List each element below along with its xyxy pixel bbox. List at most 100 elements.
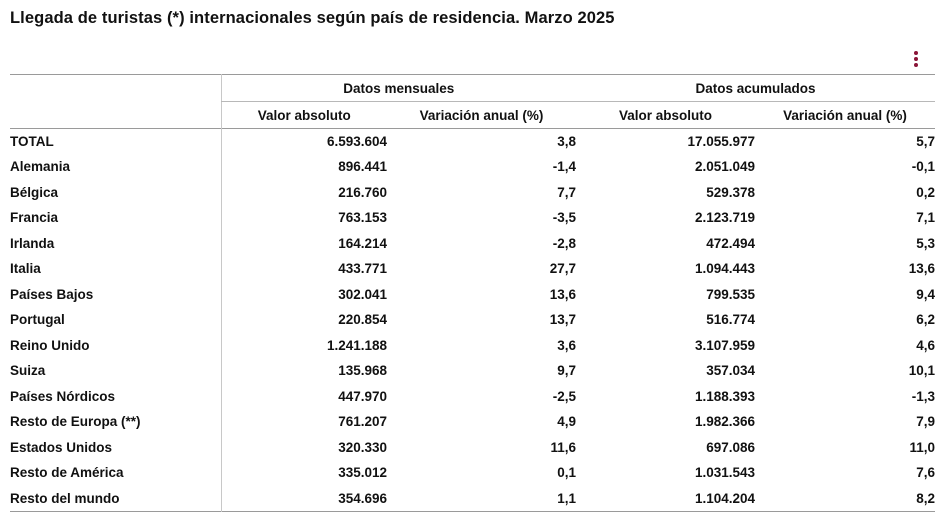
table-row: Reino Unido 1.241.188 3,6 3.107.959 4,6 (10, 332, 936, 358)
monthly-absolute-cell: 164.214 (220, 230, 387, 256)
country-cell: Países Bajos (10, 286, 94, 302)
country-cell: Resto de Europa (**) (10, 414, 141, 430)
country-cell: Reino Unido (10, 337, 90, 353)
cumulative-absolute-cell: 357.034 (706, 363, 756, 379)
cumulative-variation-cell: 7,6 (916, 465, 936, 481)
table-sub-header-row: Valor absoluto Variación anual (%) Valor… (10, 101, 936, 129)
monthly-variation-cell: -3,5 (552, 210, 577, 226)
cumulative-absolute-cell: 799.535 (706, 286, 756, 302)
cumulative-variation-cell: 10,1 (908, 363, 936, 379)
header-cumulative-variation: Variación anual (%) (783, 107, 907, 123)
header-monthly-variation: Variación anual (%) (419, 107, 544, 123)
monthly-variation-cell: 3,8 (557, 134, 577, 149)
cumulative-absolute-cell: 472.494 (706, 235, 756, 251)
tourist-arrivals-table: Datos mensuales Datos acumulados Valor a… (10, 74, 936, 512)
cumulative-variation-cell: 8,2 (916, 490, 936, 506)
country-cell: Alemania (10, 159, 71, 175)
cumulative-variation-cell: 5,3 (916, 235, 936, 251)
country-cell: Resto del mundo (10, 490, 120, 506)
header-cumulative-absolute: Valor absoluto (619, 107, 713, 123)
monthly-variation-cell: -1,4 (552, 159, 577, 175)
table-row: Alemania 896.441 -1,4 2.051.049 -0,1 (10, 154, 935, 180)
monthly-variation-cell: 3,6 (557, 337, 577, 353)
monthly-absolute-cell: 1.241.188 (220, 332, 387, 358)
monthly-absolute-cell: 216.760 (220, 179, 387, 205)
table-row: Países Nórdicos 447.970 -2,5 1.188.393 -1,3 (10, 383, 936, 409)
cumulative-variation-cell: 4,6 (916, 337, 936, 353)
monthly-variation-cell: -2,8 (552, 235, 577, 251)
monthly-absolute-cell: 6.593.604 (220, 128, 387, 154)
vertical-ellipsis-icon (914, 51, 918, 55)
table-body: TOTAL 6.593.604 3,8 17.055.977 5,7 Alemania 89… (10, 128, 936, 511)
monthly-variation-cell: 4,9 (557, 414, 577, 430)
table-row: Italia 433.771 27,7 1.094.443 13,6 (10, 256, 935, 282)
header-cumulative-data: Datos acumulados (576, 74, 936, 102)
cumulative-absolute-cell: 17.055.977 (687, 134, 756, 149)
cumulative-absolute-cell: 3.107.959 (694, 337, 756, 353)
cumulative-absolute-cell: 1.104.204 (694, 490, 756, 506)
country-cell: Bélgica (10, 184, 59, 200)
more-options-button[interactable] (910, 50, 922, 68)
table-row: Resto de Europa (**) 761.207 4,9 1.982.366 7… (10, 409, 935, 435)
cumulative-absolute-cell: 1.031.543 (694, 465, 756, 481)
cumulative-variation-cell: -1,3 (911, 388, 936, 404)
cumulative-variation-cell: -0,1 (911, 159, 936, 175)
cumulative-absolute-cell: 2.051.049 (694, 159, 756, 175)
monthly-absolute-cell: 433.771 (220, 256, 387, 282)
table-row: Suiza 135.968 9,7 357.034 10,1 (10, 358, 935, 384)
monthly-absolute-cell: 761.207 (220, 409, 387, 435)
monthly-absolute-cell: 447.970 (220, 383, 387, 409)
monthly-variation-cell: 13,6 (549, 286, 577, 302)
cumulative-variation-cell: 11,0 (909, 439, 936, 455)
cumulative-variation-cell: 9,4 (916, 286, 936, 302)
country-cell: Suiza (10, 363, 46, 379)
monthly-variation-cell: 27,7 (549, 261, 577, 277)
table-row: TOTAL 6.593.604 3,8 17.055.977 5,7 (10, 128, 936, 154)
monthly-absolute-cell: 354.696 (220, 485, 387, 511)
table-row: Resto del mundo 354.696 1,1 1.104.204 8,2 (10, 485, 936, 511)
table-row: Irlanda 164.214 -2,8 472.494 5,3 (10, 230, 936, 256)
header-monthly-data: Datos mensuales (220, 74, 577, 102)
cumulative-absolute-cell: 2.123.719 (694, 210, 756, 226)
cumulative-absolute-cell: 516.774 (706, 312, 756, 328)
cumulative-absolute-cell: 1.188.393 (694, 388, 756, 404)
cumulative-variation-cell: 5,7 (916, 134, 936, 149)
country-cell: Portugal (10, 312, 65, 328)
table-row: Estados Unidos 320.330 11,6 697.086 11,0 (10, 434, 936, 460)
header-monthly-absolute: Valor absoluto (220, 101, 387, 129)
country-cell: Países Nórdicos (10, 388, 116, 404)
page-title: Llegada de turistas (*) internacionales … (10, 9, 615, 27)
monthly-variation-cell: 7,7 (557, 184, 577, 200)
cumulative-variation-cell: 7,9 (916, 414, 936, 430)
header-country-blank (10, 102, 221, 129)
monthly-absolute-cell: 335.012 (220, 460, 387, 486)
header-blank-cell (10, 75, 221, 102)
country-cell: Estados Unidos (10, 439, 113, 455)
country-cell: Resto de América (10, 465, 124, 481)
cumulative-variation-cell: 0,2 (916, 184, 936, 200)
monthly-variation-cell: 11,6 (550, 439, 577, 455)
monthly-variation-cell: -2,5 (552, 388, 577, 404)
country-cell: Francia (10, 210, 59, 226)
cumulative-absolute-cell: 1.094.443 (694, 261, 756, 277)
table-row: Francia 763.153 -3,5 2.123.719 7,1 (10, 205, 935, 231)
monthly-absolute-cell: 135.968 (220, 358, 387, 384)
monthly-variation-cell: 0,1 (557, 465, 577, 481)
cumulative-absolute-cell: 1.982.366 (694, 414, 756, 430)
table-row: Portugal 220.854 13,7 516.774 6,2 (10, 307, 935, 333)
cumulative-variation-cell: 7,1 (916, 210, 936, 226)
cumulative-absolute-cell: 697.086 (706, 439, 756, 455)
monthly-absolute-cell: 896.441 (220, 154, 387, 180)
table-row: Bélgica 216.760 7,7 529.378 0,2 (10, 179, 936, 205)
table-row: Resto de América 335.012 0,1 1.031.543 7,6 (10, 460, 935, 486)
monthly-absolute-cell: 302.041 (220, 281, 387, 307)
cumulative-variation-cell: 6,2 (916, 312, 936, 328)
monthly-variation-cell: 1,1 (557, 490, 577, 506)
monthly-variation-cell: 9,7 (557, 363, 577, 379)
country-cell: Irlanda (10, 235, 55, 251)
monthly-absolute-cell: 220.854 (220, 307, 387, 333)
country-cell: Italia (10, 261, 41, 277)
monthly-absolute-cell: 320.330 (220, 434, 387, 460)
country-cell: TOTAL (10, 134, 54, 149)
table-group-header-row: Datos mensuales Datos acumulados (10, 74, 936, 102)
